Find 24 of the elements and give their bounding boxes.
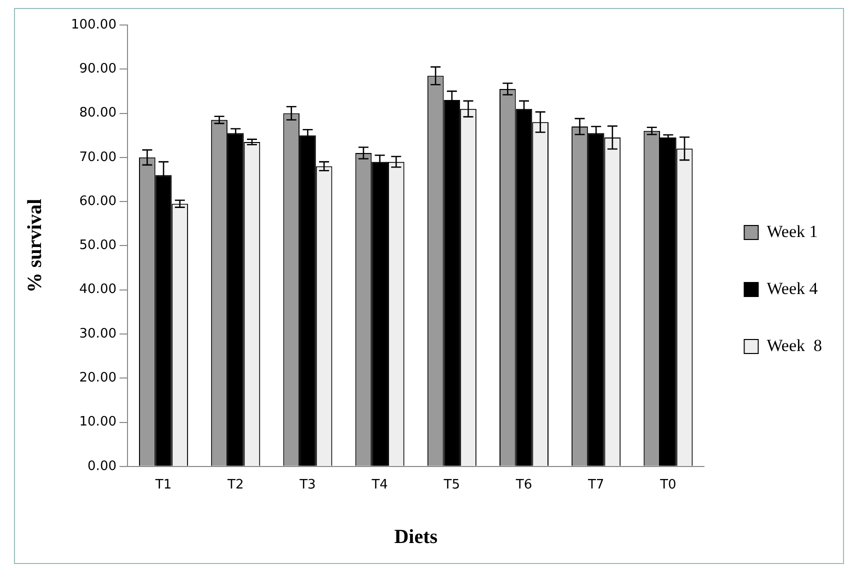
y-tick-label: 40.00: [79, 282, 116, 298]
x-tick-label: T4: [370, 478, 388, 493]
legend-label: Week 4: [766, 278, 818, 298]
y-tick-label: 70.00: [79, 150, 116, 165]
y-tick-label: 80.00: [79, 106, 116, 121]
y-tick-label: 10.00: [79, 414, 116, 430]
x-tick-label: T3: [298, 478, 316, 493]
legend-label: Week 1: [766, 222, 818, 241]
y-axis-title: % survival: [24, 198, 46, 293]
y-tick-label: 20.00: [79, 370, 116, 386]
y-tick-label: 100.00: [70, 17, 116, 32]
y-tick-label: 30.00: [79, 326, 116, 342]
x-tick-label: T7: [586, 478, 604, 493]
y-tick-label: 60.00: [79, 194, 116, 209]
x-tick-label: T2: [226, 478, 244, 493]
x-tick-label: T0: [659, 478, 676, 493]
x-tick-label: T6: [514, 478, 532, 493]
x-tick-label: T5: [442, 478, 460, 493]
legend-label: Week 8: [766, 336, 822, 355]
y-tick-label: 50.00: [79, 238, 116, 254]
x-axis-title: Diets: [394, 526, 438, 548]
y-tick-label: 0.00: [88, 458, 116, 474]
x-tick-label: T1: [154, 478, 172, 493]
y-tick-label: 90.00: [79, 62, 116, 77]
